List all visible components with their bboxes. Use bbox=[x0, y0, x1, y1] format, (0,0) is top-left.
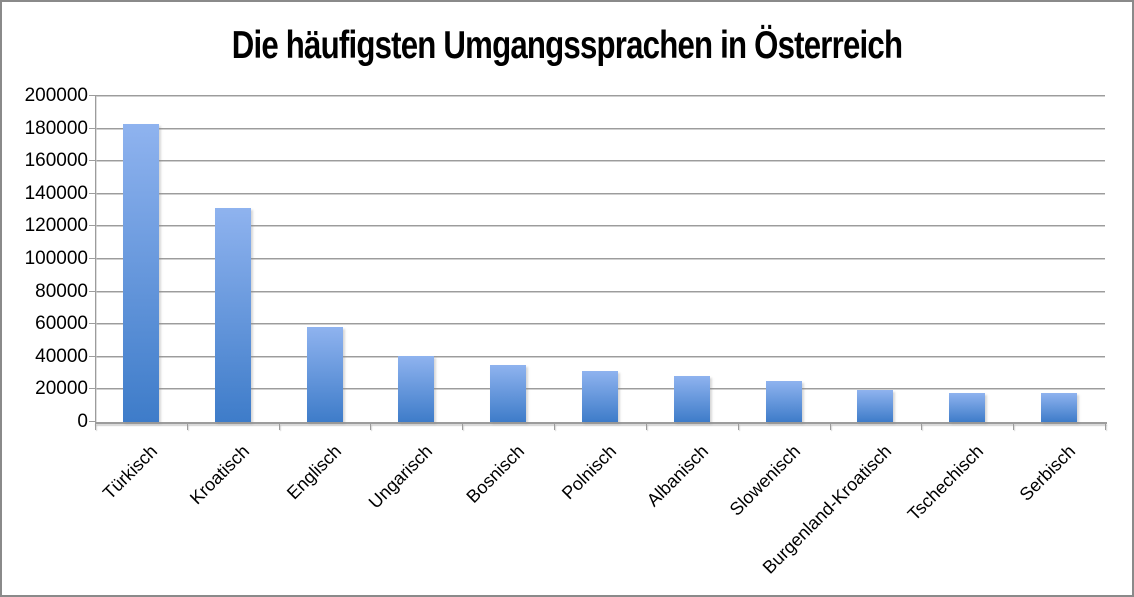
x-axis-tick bbox=[921, 424, 923, 430]
y-axis-label: 40000 bbox=[35, 345, 88, 367]
y-axis-label: 80000 bbox=[35, 280, 88, 302]
bar bbox=[1041, 392, 1078, 422]
chart-title: Die häufigsten Umgangssprachen in Österr… bbox=[231, 24, 903, 67]
x-axis-tick bbox=[462, 424, 464, 430]
x-axis-label: Türkisch bbox=[98, 441, 162, 504]
x-axis-tick bbox=[95, 424, 96, 430]
x-axis-label: Englisch bbox=[282, 441, 345, 504]
x-axis-label: Slowenisch bbox=[725, 441, 804, 520]
bar bbox=[490, 364, 527, 422]
y-axis-label: 140000 bbox=[24, 182, 88, 204]
gridline bbox=[95, 95, 1105, 96]
bar bbox=[765, 381, 802, 422]
y-axis-label: 20000 bbox=[35, 378, 88, 400]
x-axis-tick bbox=[186, 424, 188, 430]
x-axis-label: Kroatisch bbox=[185, 441, 253, 509]
gridline bbox=[95, 258, 1105, 259]
y-axis-tick bbox=[89, 95, 95, 96]
y-axis-tick bbox=[89, 258, 95, 259]
y-axis-tick bbox=[89, 290, 95, 292]
x-axis-tick bbox=[829, 424, 831, 430]
y-axis-tick bbox=[89, 160, 95, 162]
x-axis-tick bbox=[278, 424, 280, 430]
x-axis-label: Ungarisch bbox=[365, 441, 437, 513]
x-axis-tick bbox=[554, 424, 556, 430]
x-axis-label: Albanisch bbox=[642, 441, 712, 511]
bar bbox=[398, 355, 435, 422]
y-axis-tick bbox=[89, 127, 95, 129]
bar bbox=[122, 123, 159, 422]
y-axis-tick bbox=[89, 323, 95, 325]
x-axis-tick bbox=[645, 424, 647, 430]
bar bbox=[306, 326, 343, 422]
gridline bbox=[95, 290, 1105, 292]
gridline bbox=[95, 323, 1105, 325]
x-axis-label: Bosnisch bbox=[462, 441, 529, 507]
gridline bbox=[95, 355, 1105, 357]
y-axis bbox=[95, 96, 96, 423]
gridline bbox=[95, 127, 1105, 129]
y-axis-tick bbox=[89, 192, 95, 194]
x-axis-tick bbox=[737, 424, 739, 430]
x-axis-label: Serbisch bbox=[1015, 441, 1080, 505]
y-axis-label: 100000 bbox=[24, 248, 88, 269]
gridline bbox=[95, 225, 1105, 227]
y-axis-label: 120000 bbox=[24, 215, 88, 237]
y-axis-label: 0 bbox=[77, 411, 88, 432]
y-axis-tick bbox=[89, 388, 95, 390]
y-axis-tick bbox=[89, 421, 95, 422]
y-axis-label: 60000 bbox=[35, 313, 88, 335]
y-axis-label: 180000 bbox=[24, 117, 88, 139]
gridline bbox=[95, 160, 1105, 162]
x-axis-tick bbox=[370, 424, 372, 430]
y-axis-tick bbox=[89, 355, 95, 357]
bar bbox=[949, 392, 986, 422]
x-axis-label: Tschechisch bbox=[903, 441, 988, 525]
bar bbox=[582, 371, 618, 422]
x-axis-label: Polnisch bbox=[557, 441, 621, 504]
bar bbox=[857, 389, 894, 422]
bar bbox=[673, 376, 710, 422]
gridline bbox=[95, 192, 1105, 194]
y-axis-label: 200000 bbox=[24, 85, 88, 106]
x-axis-tick bbox=[1013, 424, 1015, 430]
y-axis-tick bbox=[89, 225, 95, 227]
x-axis bbox=[95, 422, 1107, 424]
y-axis-label: 160000 bbox=[24, 150, 88, 172]
x-axis-tick bbox=[1105, 424, 1106, 430]
bar bbox=[214, 208, 251, 422]
